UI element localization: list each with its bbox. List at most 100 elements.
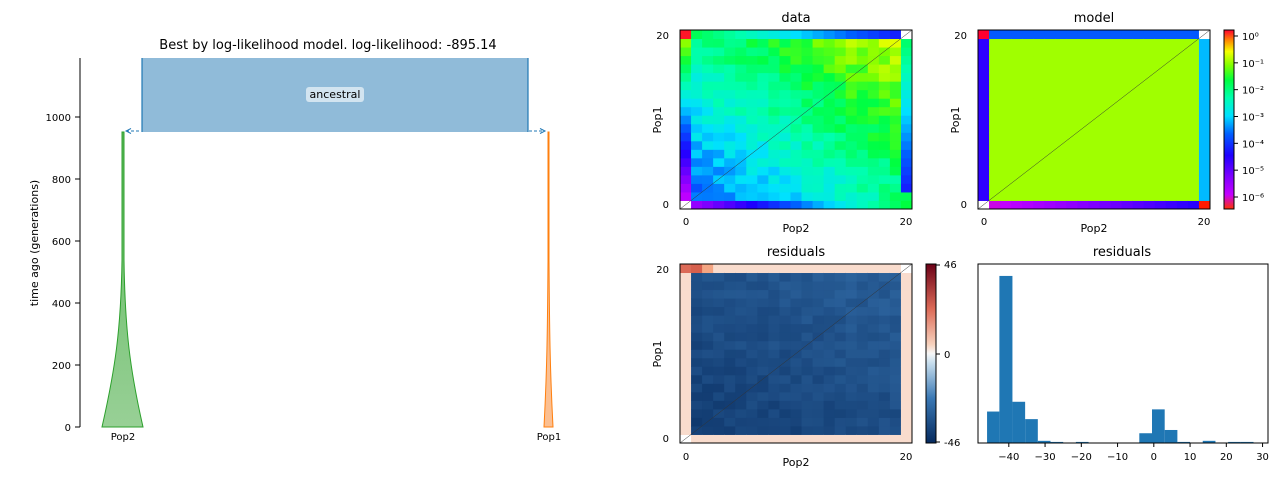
heatmap-cell — [1066, 64, 1078, 74]
heatmap-cell — [768, 425, 780, 435]
heatmap-cell — [779, 55, 791, 65]
heatmap-cell — [757, 323, 769, 333]
heatmap-cell — [845, 383, 858, 393]
heatmap-cell — [680, 374, 692, 384]
heatmap-cell — [1099, 149, 1112, 159]
heatmap-cell — [790, 400, 803, 410]
heatmap-cell — [867, 272, 880, 282]
heatmap-cell — [1132, 106, 1145, 116]
heatmap-cell — [1088, 64, 1101, 74]
heatmap-cell — [801, 298, 814, 308]
heatmap-cell — [900, 81, 913, 91]
heatmap-cell — [845, 72, 858, 82]
heatmap-cell — [1055, 183, 1067, 193]
pop1-deme — [543, 131, 554, 428]
heatmap-cell — [680, 281, 692, 291]
heatmap-cell — [1011, 106, 1023, 116]
heatmap-cell — [878, 315, 891, 325]
heatmap-cell — [1176, 115, 1189, 125]
model-ytick-low: 0 — [961, 200, 967, 211]
heatmap-cell — [757, 340, 769, 350]
heatmap-cell — [878, 132, 891, 142]
heatmap-cell — [856, 349, 869, 359]
heatmap-cell — [1066, 72, 1078, 82]
heatmap-cell — [757, 30, 769, 40]
heatmap-cell — [702, 366, 714, 376]
heatmap-cell — [702, 289, 714, 299]
heatmap-cell — [1143, 64, 1156, 74]
heatmap-cell — [1066, 132, 1078, 142]
heatmap-cell — [889, 149, 902, 159]
heatmap-cell — [1011, 174, 1023, 184]
heatmap-cell — [746, 264, 758, 274]
heatmap-cell — [878, 425, 891, 435]
heatmap-cell — [856, 400, 869, 410]
heatmap-cell — [856, 98, 869, 108]
heatmap-cell — [1099, 64, 1112, 74]
heatmap-cell — [702, 166, 714, 176]
heatmap-cell — [889, 366, 902, 376]
heatmap-cell — [1121, 38, 1134, 48]
heatmap-cell — [834, 106, 847, 116]
heatmap-cell — [1110, 183, 1123, 193]
heatmap-cell — [1011, 115, 1023, 125]
heatmap-cell — [1044, 191, 1056, 201]
heatmap-cell — [1088, 72, 1101, 82]
heatmap-cell — [1121, 174, 1134, 184]
heatmap-cell — [713, 417, 725, 427]
heatmap-cell — [812, 157, 825, 167]
heatmap-cell — [801, 272, 814, 282]
heatmap-cell — [702, 408, 714, 418]
heatmap-cell — [823, 306, 836, 316]
heatmap-cell — [691, 434, 703, 444]
heatmap-cell — [746, 123, 758, 133]
heatmap-cell — [768, 408, 780, 418]
heatmap-cell — [989, 123, 1001, 133]
heatmap-cell — [1077, 140, 1089, 150]
heatmap-cell — [1165, 55, 1178, 65]
heatmap-cell — [757, 306, 769, 316]
heatmap-cell — [1022, 174, 1034, 184]
heatmap-cell — [1088, 98, 1101, 108]
heatmap-cell — [1044, 30, 1056, 40]
heatmap-cell — [1132, 191, 1145, 201]
heatmap-cell — [713, 434, 725, 444]
heatmap-cell — [680, 166, 692, 176]
heatmap-cell — [779, 323, 791, 333]
heatmap-cell — [691, 357, 703, 367]
heatmap-cell — [713, 38, 725, 48]
heatmap-cell — [845, 174, 858, 184]
heatmap-cell — [1033, 30, 1045, 40]
heatmap-cell — [735, 157, 747, 167]
histogram-xticks: −40 −30 −20 −10 0 10 20 30 — [998, 443, 1269, 463]
heatmap-cell — [735, 332, 747, 342]
heatmap-cell — [735, 106, 747, 116]
heatmap-cell — [680, 425, 692, 435]
heatmap-cell — [724, 434, 736, 444]
heatmap-cell — [735, 30, 747, 40]
heatmap-cell — [978, 183, 990, 193]
heatmap-cell — [691, 425, 703, 435]
heatmap-cell — [801, 38, 814, 48]
heatmap-cell — [867, 38, 880, 48]
heatmap-cell — [735, 366, 747, 376]
heatmap-cell — [680, 272, 692, 282]
heatmap-cell — [1055, 98, 1067, 108]
heatmap-cell — [680, 191, 692, 201]
heatmap-cell — [812, 349, 825, 359]
heatmap-cell — [878, 72, 891, 82]
heatmap-cell — [823, 349, 836, 359]
heatmap-cell — [1110, 149, 1123, 159]
heatmap-cell — [680, 366, 692, 376]
heatmap-cell — [1055, 149, 1067, 159]
heatmap-cell — [702, 357, 714, 367]
heatmap-cell — [834, 315, 847, 325]
heatmap-cell — [702, 332, 714, 342]
heatmap-cell — [790, 349, 803, 359]
heatmap-cell — [757, 47, 769, 57]
heatmap-cell — [680, 434, 692, 444]
heatmap-cell — [735, 400, 747, 410]
heatmap-cell — [900, 391, 913, 401]
data-diagonal — [679, 29, 913, 210]
heatmap-cell — [1176, 157, 1189, 167]
